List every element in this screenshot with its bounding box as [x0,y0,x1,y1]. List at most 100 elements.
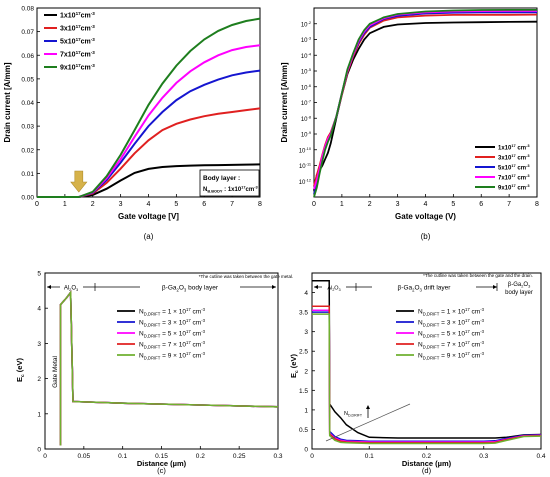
y-tick-label: 0.03 [21,124,34,131]
y-axis-label: Ec (eV) [15,358,26,382]
note-line-1: Body layer : [203,175,240,182]
text-span: cm [516,166,526,172]
text-span: D,DRIFT [144,333,161,338]
text-span: 10 [301,54,308,60]
text-span: (eV) [15,358,24,375]
legend-label: 7x1017 cm-3 [498,173,530,181]
text-span: 17 [465,340,470,345]
text-span: D,DRIFT [144,322,161,327]
x-tick-label: 0.1 [118,453,127,460]
text-span: 1x10 [498,146,512,152]
y-tick-label: 10-10 [299,146,312,154]
legend-label: ND,DRIFT = 1 × 1017 cm-3 [139,307,206,316]
x-tick-label: 0 [43,453,47,460]
text-span: cm [470,309,480,316]
text-span: cm [470,342,480,349]
text-span: -3 [91,37,96,42]
text-span: 17 [511,183,515,188]
text-span: cm [246,187,255,193]
text-span: N [418,342,423,349]
text-span: 1x10 [60,13,76,20]
text-span: -3 [201,329,205,334]
series-line-5 [59,290,279,446]
text-span: 10 [301,85,308,91]
text-span: N [418,353,423,360]
text-span: -2 [308,20,311,25]
text-span: 2 [332,288,334,292]
x-tick-label: 0.25 [233,453,246,460]
x-tick-label: 5 [451,201,455,208]
x-tick-label: 5 [174,201,178,208]
x-tick-label: 7 [507,201,511,208]
text-span: cm [191,342,201,349]
y-tick-label: 1 [37,411,41,418]
text-span: 10 [299,180,306,186]
text-span: cm [470,331,480,338]
series-line-5 [37,17,261,198]
x-tick-label: 6 [479,201,483,208]
text-span: = 3 × 10 [439,320,465,327]
y-tick-label: 3.5 [299,310,308,317]
text-span: drift layer [422,285,451,292]
text-span: : 1x10 [222,187,241,193]
text-span: 10 [301,101,308,107]
x-tick-label: 8 [535,201,539,208]
y-tick-label: 2 [304,368,308,375]
text-span: 3 [339,288,341,292]
text-span: -3 [480,351,484,356]
gate-metal-label: Gate Metal [52,356,59,388]
text-span: c [295,370,300,373]
legend-label: 5x1017cm-3 [60,37,95,46]
panel-d: 0 0.1 0.2 0.3 0.4 0 0.5 1 1.5 2 2.5 3 3.5 4 Distance (… [289,272,546,475]
note-line-2: NB.BODY : 1x1017cm-3 [203,185,258,194]
legend-label: ND,DRIFT = 5 × 1017 cm-3 [418,329,485,338]
x-axis-label: Distance (µm) [402,459,452,468]
text-span: cm [516,156,526,162]
x-tick-label: 0.2 [196,453,205,460]
text-span: 17 [76,63,82,68]
x-tick-label: 0.1 [365,453,374,460]
legend-label: 9x1017cm-3 [60,63,95,72]
x-axis-label: Gate voltage (V) [395,212,456,221]
region-label-body-1: β-Ga2O3 [508,282,530,289]
y-tick-label: 0.05 [21,76,34,83]
plot-frame [44,272,279,450]
legend-label: 1x1017 cm-3 [498,143,530,151]
y-tick-label: 10-3 [301,36,311,44]
text-span: -3 [254,185,258,190]
x-tick-label: 1 [340,201,344,208]
y-axis-label: Drain current [A/mm] [3,62,12,142]
text-span: β-Ga [398,285,413,292]
text-span: cm [516,176,526,182]
y-tick-label: 0.01 [21,171,34,178]
text-span: -3 [91,11,96,16]
annotation-line [325,403,411,442]
text-span: -3 [201,307,205,312]
text-span: cm [81,13,91,20]
text-span: -3 [526,143,530,148]
text-span: -8 [308,114,311,119]
legend-label: ND,DRIFT = 5 × 1017 cm-3 [139,329,206,338]
note-box [199,169,260,197]
region-label-body-2: body layer [505,290,533,296]
text-span: N [418,309,423,316]
text-span: 2 [69,287,71,292]
y-tick-label: 2 [37,376,41,383]
text-span: 9x10 [498,186,512,192]
text-span: 17 [465,318,470,323]
legend-label: ND,DRIFT = 7 × 1017 cm-3 [139,340,206,349]
text-span: 17 [186,340,191,345]
text-span: -3 [91,24,96,29]
text-span: N [139,331,144,338]
region-label-bg [140,282,240,291]
text-span: cm [81,39,91,46]
y-tick-label: 0.08 [21,6,34,13]
legend-label: ND,DRIFT = 9 × 1017 cm-3 [418,351,485,360]
x-tick-label: 0.3 [273,453,282,460]
y-tick-label: 0.07 [21,29,34,36]
x-tick-label: 6 [202,201,206,208]
series-line-5 [313,9,537,198]
text-span: D,DRIFT [423,311,440,316]
y-tick-label: 10-5 [301,67,311,75]
